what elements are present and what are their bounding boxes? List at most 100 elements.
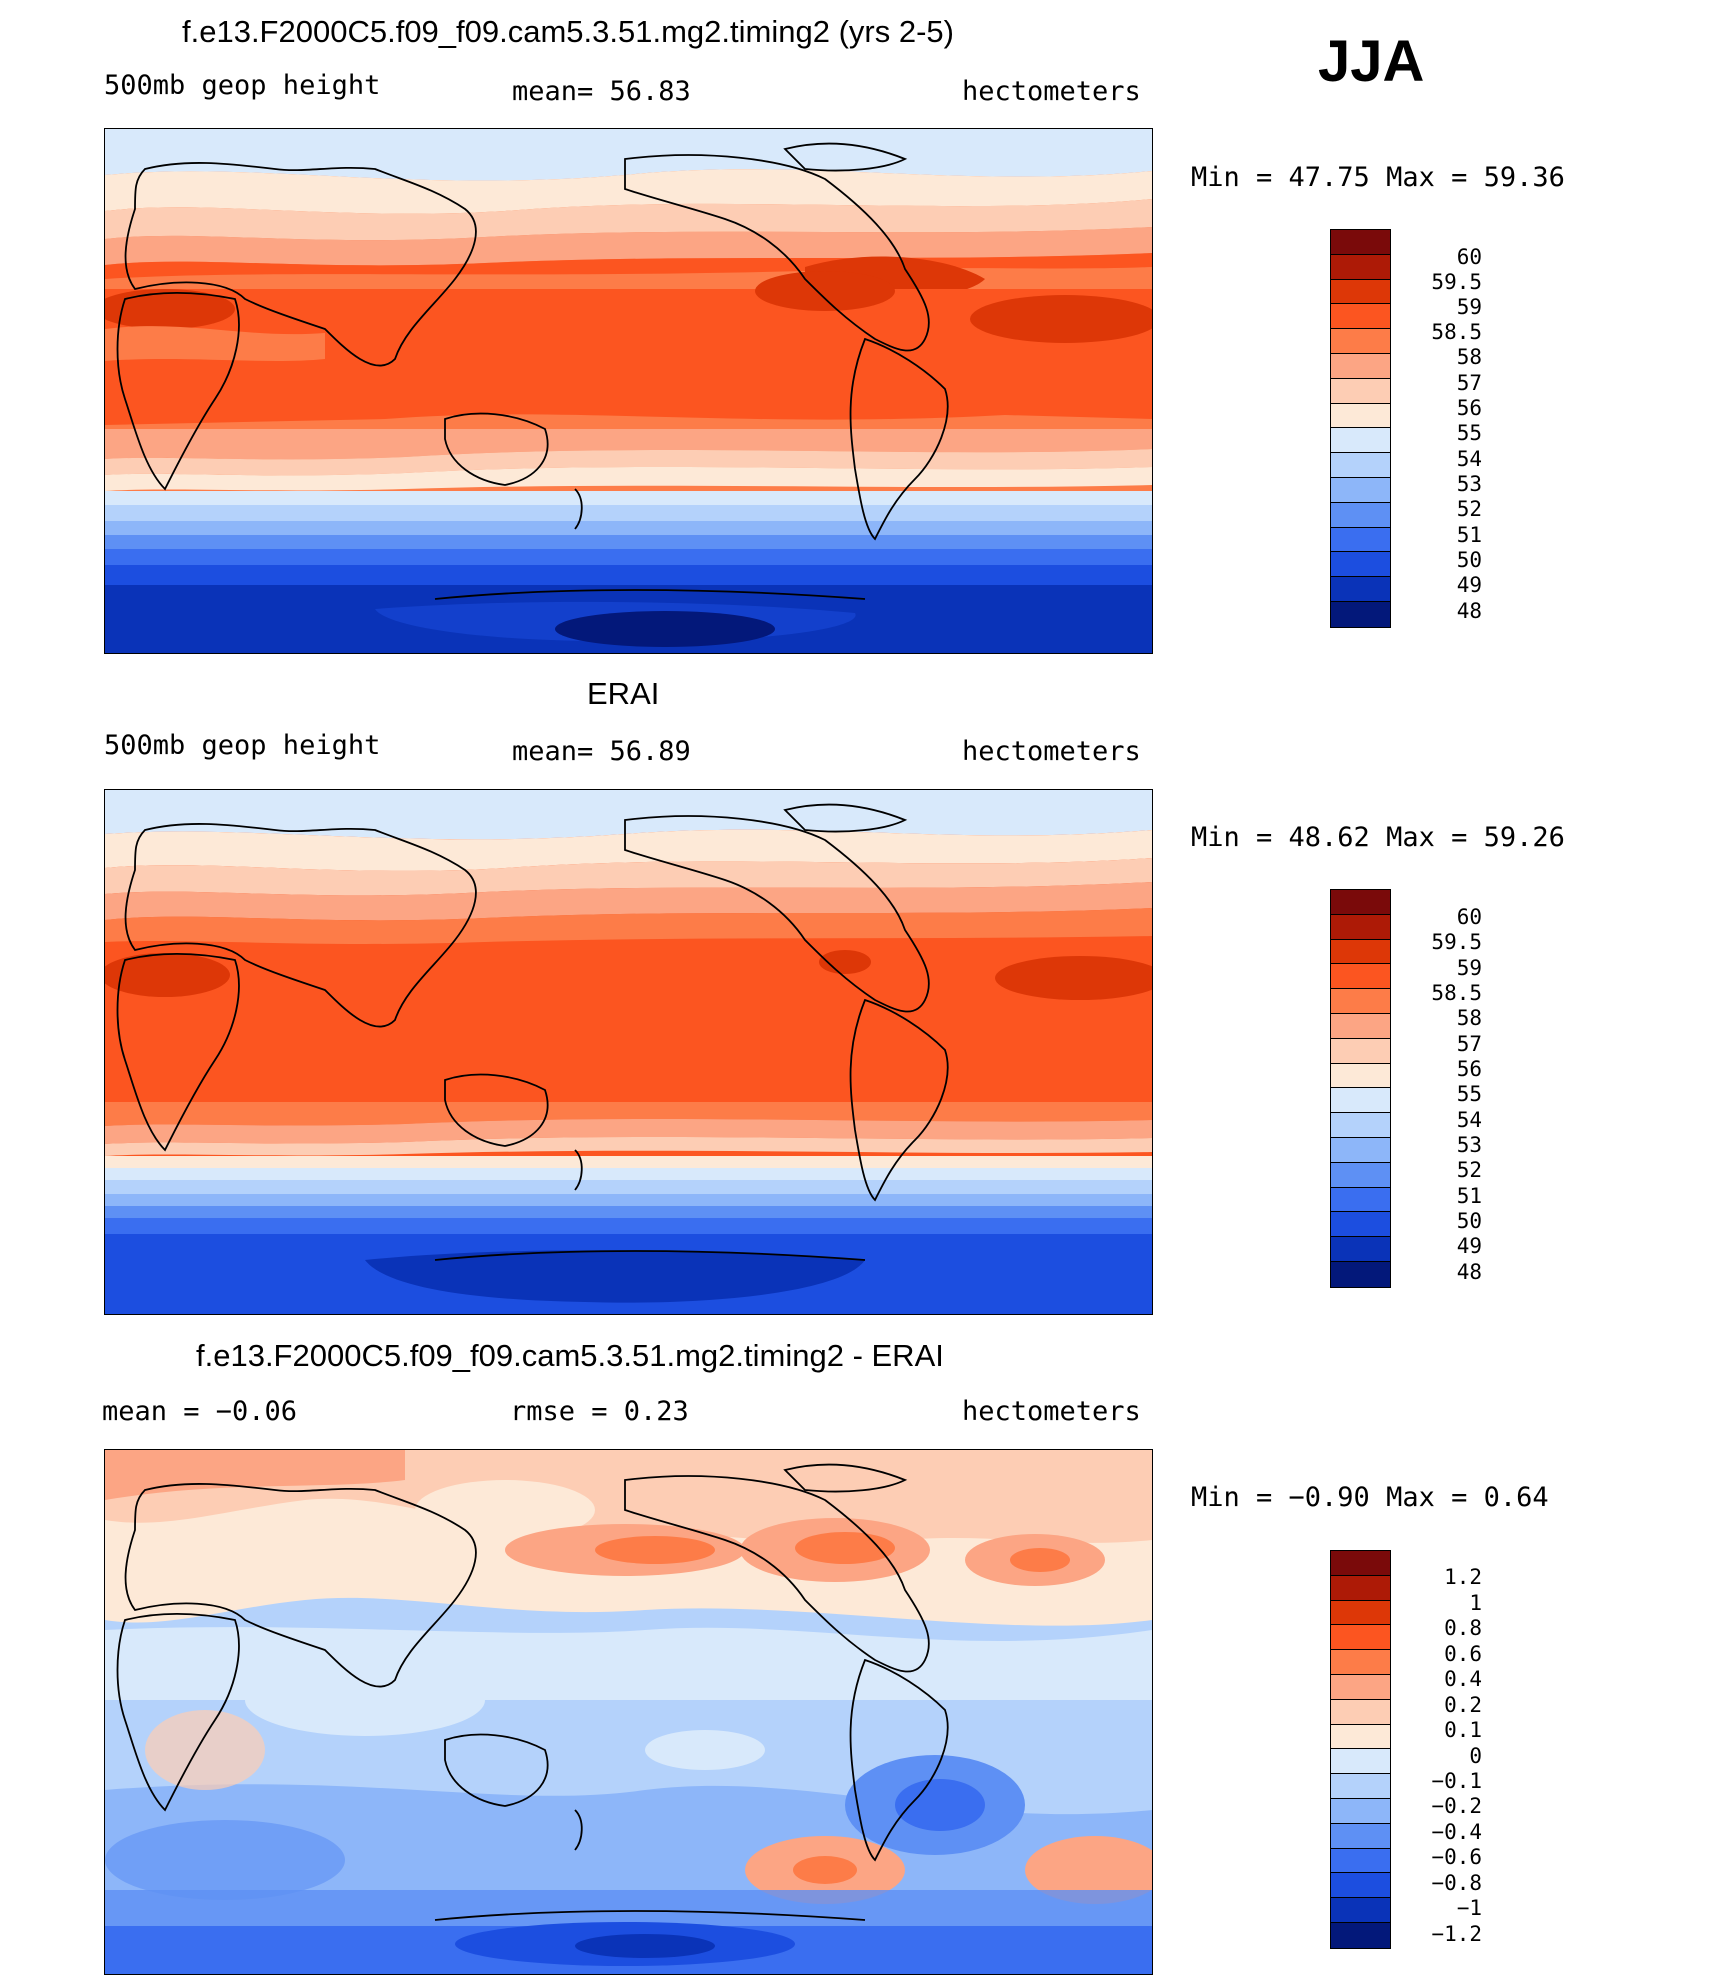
colorbar-swatch [1331, 527, 1390, 553]
colorbar-swatch [1331, 304, 1390, 330]
colorbar-swatch [1331, 989, 1390, 1014]
panel-model-variable-label: 500mb geop height [104, 70, 381, 101]
colorbar-label: 52 [1456, 1158, 1482, 1182]
season-label: JJA [1318, 29, 1425, 94]
panel-diff-units-label: hectometers [962, 1396, 1141, 1427]
panel-model-map [104, 128, 1153, 654]
panel-model-title: f.e13.F2000C5.f09_f09.cam5.3.51.mg2.timi… [182, 14, 954, 49]
panel-obs-map [104, 789, 1153, 1315]
colorbar-swatch [1331, 1212, 1390, 1238]
colorbar-swatch [1331, 279, 1390, 305]
colorbar-swatch [1331, 1063, 1390, 1089]
colorbar-swatch [1331, 1699, 1390, 1725]
colorbar-label: 51 [1456, 523, 1482, 547]
colorbar-label: 1.2 [1444, 1565, 1482, 1589]
colorbar-label: 60 [1456, 905, 1482, 929]
colorbar-swatch [1331, 1187, 1390, 1213]
colorbar-swatch [1331, 1823, 1390, 1849]
colorbar-label: 50 [1456, 1209, 1482, 1233]
panel-obs-minmax: Min = 48.62 Max = 59.26 [1191, 822, 1565, 853]
colorbar-swatch [1331, 403, 1390, 429]
colorbar-label: 0.4 [1444, 1667, 1482, 1691]
colorbar-label: 57 [1456, 1032, 1482, 1056]
colorbar-label: 56 [1456, 396, 1482, 420]
colorbar-label: −0.8 [1431, 1871, 1482, 1895]
colorbar-label: 58.5 [1431, 320, 1482, 344]
colorbar-label: −0.4 [1431, 1820, 1482, 1844]
panel-obs-units-label: hectometers [962, 736, 1141, 767]
colorbar-label: −1 [1456, 1896, 1482, 1920]
colorbar-label: 58.5 [1431, 981, 1482, 1005]
colorbar-label: 0.1 [1444, 1718, 1482, 1742]
panel-model-minmax: Min = 47.75 Max = 59.36 [1191, 162, 1565, 193]
colorbar-label: 48 [1456, 599, 1482, 623]
colorbar-label: 57 [1456, 371, 1482, 395]
colorbar-swatch [1331, 890, 1390, 915]
colorbar-swatch [1331, 1898, 1390, 1923]
colorbar-swatch [1331, 1013, 1390, 1039]
colorbar-swatch [1331, 502, 1390, 528]
colorbar-label: 0.8 [1444, 1616, 1482, 1640]
panel-model-mean-label: mean= 56.83 [512, 76, 691, 107]
colorbar-label: 54 [1456, 447, 1482, 471]
panel-obs-variable-label: 500mb geop height [104, 730, 381, 761]
panel-model-colorbar [1330, 229, 1391, 628]
colorbar-swatch [1331, 1038, 1390, 1064]
colorbar-label: 52 [1456, 497, 1482, 521]
colorbar-label: 60 [1456, 245, 1482, 269]
colorbar-swatch [1331, 1625, 1390, 1651]
colorbar-swatch [1331, 1088, 1390, 1114]
colorbar-swatch [1331, 254, 1390, 280]
colorbar-swatch [1331, 453, 1390, 478]
colorbar-swatch [1331, 477, 1390, 503]
colorbar-swatch [1331, 1137, 1390, 1163]
colorbar-label: −0.2 [1431, 1794, 1482, 1818]
colorbar-swatch [1331, 1551, 1390, 1576]
panel-diff-title: f.e13.F2000C5.f09_f09.cam5.3.51.mg2.timi… [196, 1338, 944, 1373]
panel-diff-mean-label: mean = −0.06 [102, 1396, 298, 1427]
panel-diff-minmax: Min = −0.90 Max = 0.64 [1191, 1482, 1549, 1513]
colorbar-swatch [1331, 1261, 1390, 1287]
colorbar-swatch [1331, 428, 1390, 454]
colorbar-swatch [1331, 601, 1390, 627]
colorbar-label: 0.2 [1444, 1693, 1482, 1717]
colorbar-label: 51 [1456, 1184, 1482, 1208]
colorbar-swatch [1331, 1873, 1390, 1899]
colorbar-swatch [1331, 1848, 1390, 1874]
colorbar-label: 53 [1456, 472, 1482, 496]
colorbar-swatch [1331, 378, 1390, 404]
colorbar-swatch [1331, 1674, 1390, 1700]
colorbar-label: 59 [1456, 956, 1482, 980]
colorbar-label: 0 [1469, 1744, 1482, 1768]
panel-diff-rmse-label: rmse = 0.23 [510, 1396, 689, 1427]
colorbar-label: 59.5 [1431, 930, 1482, 954]
colorbar-swatch [1331, 1749, 1390, 1775]
colorbar-swatch [1331, 230, 1390, 255]
colorbar-label: 58 [1456, 345, 1482, 369]
colorbar-label: 56 [1456, 1057, 1482, 1081]
colorbar-swatch [1331, 1237, 1390, 1262]
colorbar-swatch [1331, 914, 1390, 940]
colorbar-swatch [1331, 964, 1390, 990]
colorbar-swatch [1331, 577, 1390, 602]
colorbar-swatch [1331, 329, 1390, 354]
colorbar-swatch [1331, 1798, 1390, 1824]
colorbar-label: 48 [1456, 1260, 1482, 1284]
colorbar-swatch [1331, 1113, 1390, 1138]
colorbar-label: 49 [1456, 1234, 1482, 1258]
panel-diff-map [104, 1449, 1153, 1975]
colorbar-swatch [1331, 1774, 1390, 1799]
panel-obs-mean-label: mean= 56.89 [512, 736, 691, 767]
colorbar-swatch [1331, 1724, 1390, 1750]
colorbar-label: −1.2 [1431, 1922, 1482, 1946]
colorbar-label: 59.5 [1431, 270, 1482, 294]
colorbar-label: 1 [1469, 1591, 1482, 1615]
colorbar-swatch [1331, 552, 1390, 578]
colorbar-label: 0.6 [1444, 1642, 1482, 1666]
panel-model-units-label: hectometers [962, 76, 1141, 107]
colorbar-swatch [1331, 1162, 1390, 1188]
colorbar-label: 55 [1456, 421, 1482, 445]
colorbar-label: 54 [1456, 1108, 1482, 1132]
colorbar-label: 50 [1456, 548, 1482, 572]
colorbar-swatch [1331, 1922, 1390, 1948]
